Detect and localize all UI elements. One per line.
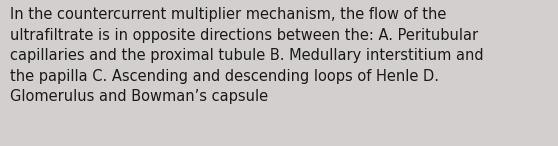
Text: In the countercurrent multiplier mechanism, the flow of the
ultrafiltrate is in : In the countercurrent multiplier mechani… [10, 7, 484, 104]
